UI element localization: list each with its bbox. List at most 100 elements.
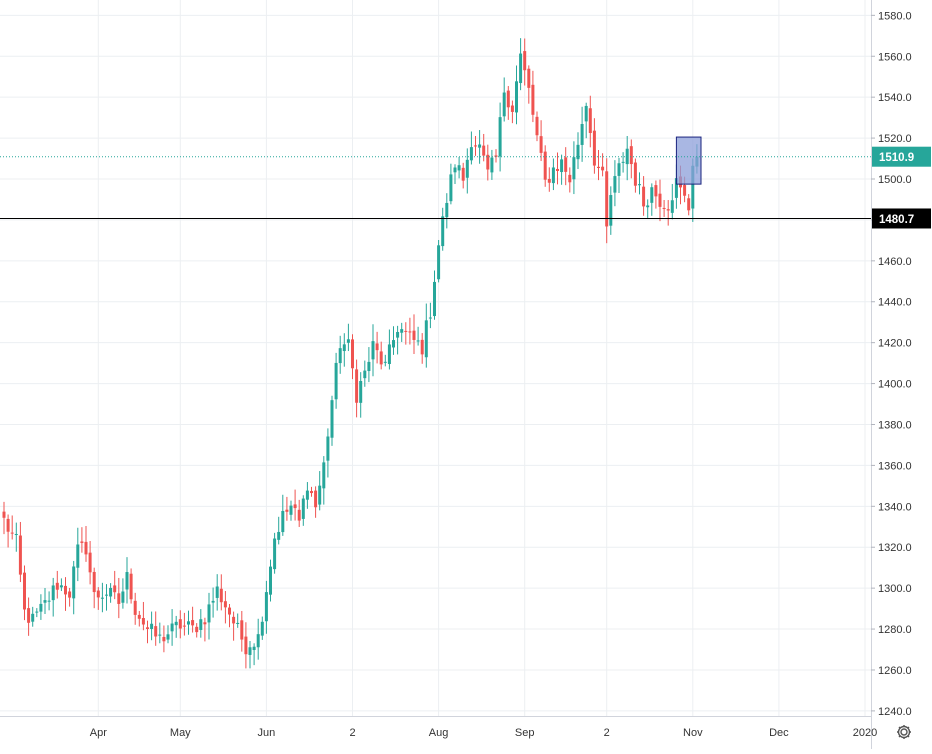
candle[interactable] (453, 164, 457, 184)
candle[interactable] (523, 38, 527, 86)
candle[interactable] (43, 588, 47, 615)
candle[interactable] (117, 577, 121, 619)
candle[interactable] (584, 102, 588, 139)
candle[interactable] (211, 587, 215, 618)
candle[interactable] (670, 183, 674, 220)
candle[interactable] (478, 130, 482, 164)
candle[interactable] (412, 314, 416, 354)
candle[interactable] (330, 395, 334, 446)
candle[interactable] (39, 594, 43, 620)
candle[interactable] (2, 501, 6, 535)
candle[interactable] (273, 532, 277, 574)
candle[interactable] (244, 622, 248, 669)
candle[interactable] (125, 557, 129, 604)
candle[interactable] (379, 341, 383, 370)
candle[interactable] (322, 456, 326, 505)
candle[interactable] (515, 65, 518, 125)
candle[interactable] (207, 592, 211, 640)
candle[interactable] (543, 145, 547, 187)
candle[interactable] (424, 303, 428, 368)
candle[interactable] (92, 567, 96, 609)
candle[interactable] (158, 622, 162, 644)
candle[interactable] (392, 326, 395, 355)
candle[interactable] (264, 580, 268, 634)
candle[interactable] (314, 486, 318, 518)
candle[interactable] (219, 574, 223, 611)
candle[interactable] (31, 606, 35, 627)
candle[interactable] (474, 135, 477, 156)
candle[interactable] (638, 172, 641, 195)
candle[interactable] (662, 200, 666, 217)
candle[interactable] (182, 612, 186, 636)
candle[interactable] (310, 486, 313, 497)
candle[interactable] (326, 428, 330, 478)
candle[interactable] (170, 609, 174, 646)
candle[interactable] (601, 153, 605, 177)
candle[interactable] (269, 559, 272, 602)
candle[interactable] (281, 494, 285, 536)
candle[interactable] (129, 568, 133, 604)
candle[interactable] (642, 176, 646, 216)
candle[interactable] (105, 584, 108, 611)
candle[interactable] (252, 643, 256, 666)
candle[interactable] (437, 239, 441, 283)
candle[interactable] (113, 570, 117, 600)
candle[interactable] (23, 565, 26, 621)
candle[interactable] (59, 578, 63, 592)
candle[interactable] (80, 527, 84, 553)
candle[interactable] (18, 521, 22, 583)
candle[interactable] (178, 610, 182, 639)
candle[interactable] (10, 515, 14, 540)
candle[interactable] (506, 86, 510, 120)
candle[interactable] (293, 489, 297, 521)
candle[interactable] (162, 625, 166, 653)
candle[interactable] (420, 333, 424, 364)
candle[interactable] (539, 120, 543, 162)
candle[interactable] (441, 207, 445, 251)
candle[interactable] (236, 613, 240, 628)
price-axis[interactable] (871, 0, 932, 749)
candle[interactable] (551, 158, 555, 191)
candle[interactable] (531, 70, 535, 123)
candle[interactable] (404, 322, 408, 345)
candle[interactable] (51, 577, 55, 617)
candle[interactable] (150, 611, 154, 641)
candle[interactable] (199, 609, 203, 638)
candle[interactable] (88, 541, 92, 585)
candle[interactable] (154, 611, 158, 646)
candle[interactable] (461, 162, 465, 189)
candle[interactable] (215, 574, 219, 611)
candle[interactable] (597, 149, 600, 181)
candle[interactable] (232, 611, 236, 641)
candle[interactable] (6, 514, 10, 548)
candle[interactable] (433, 270, 436, 320)
candle[interactable] (375, 331, 379, 364)
candle[interactable] (195, 623, 199, 638)
candle[interactable] (285, 496, 289, 521)
candle[interactable] (301, 495, 305, 526)
candle[interactable] (240, 610, 244, 652)
candle[interactable] (187, 610, 190, 635)
candle[interactable] (55, 570, 59, 599)
candle[interactable] (297, 499, 301, 527)
candle[interactable] (408, 317, 412, 345)
candle[interactable] (14, 522, 18, 552)
candle[interactable] (666, 200, 670, 226)
candle[interactable] (490, 149, 494, 180)
candle[interactable] (342, 333, 346, 367)
candle[interactable] (564, 147, 568, 186)
candle[interactable] (371, 324, 375, 377)
candle[interactable] (260, 616, 264, 640)
candle[interactable] (256, 618, 260, 660)
candle[interactable] (351, 334, 354, 380)
candle[interactable] (457, 156, 461, 179)
candle[interactable] (166, 625, 170, 644)
candle[interactable] (289, 500, 293, 521)
candle[interactable] (84, 526, 88, 562)
candle[interactable] (535, 111, 539, 142)
candle[interactable] (621, 152, 625, 173)
candle[interactable] (27, 597, 31, 636)
candle[interactable] (654, 180, 658, 209)
candle[interactable] (527, 65, 531, 104)
